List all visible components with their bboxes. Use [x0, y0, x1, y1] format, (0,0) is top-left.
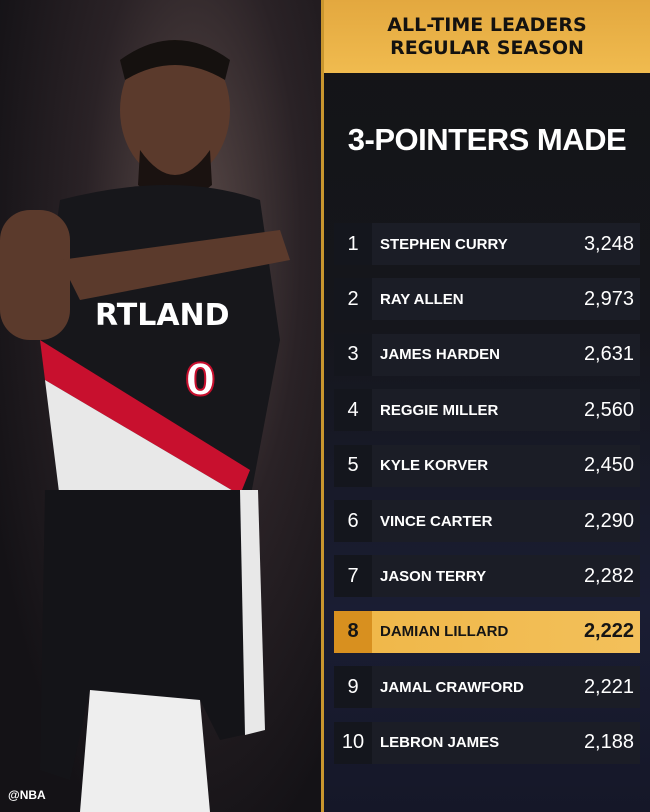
row-body: JAMES HARDEN 2,631	[372, 333, 640, 376]
leader-row: 9 JAMAL CRAWFORD 2,221	[334, 666, 640, 709]
player-photo: RTLAND 0 @NBA	[0, 0, 321, 812]
row-body: VINCE CARTER 2,290	[372, 500, 640, 542]
three-pointers-value: 2,282	[583, 564, 634, 587]
row-body: RAY ALLEN 2,973	[372, 278, 640, 321]
leaders-panel: ALL-TIME LEADERS REGULAR SEASON 3-POINTE…	[324, 0, 650, 812]
player-name: JAMES HARDEN	[380, 346, 501, 364]
leader-row: 3 JAMES HARDEN 2,631	[334, 333, 640, 376]
three-pointers-value: 2,222	[583, 620, 634, 643]
header-banner: ALL-TIME LEADERS REGULAR SEASON	[324, 0, 650, 73]
leader-row: 8 DAMIAN LILLARD 2,222	[334, 610, 640, 653]
divider	[321, 0, 324, 812]
rank: 1	[334, 223, 372, 265]
three-pointers-value: 2,450	[583, 454, 634, 477]
leader-row: 6 VINCE CARTER 2,290	[334, 500, 640, 542]
three-pointers-value: 2,290	[583, 509, 634, 532]
leader-row: 2 RAY ALLEN 2,973	[334, 278, 640, 321]
rank: 8	[334, 610, 372, 653]
nba-watermark: @NBA	[8, 788, 46, 802]
row-body: STEPHEN CURRY 3,248	[372, 223, 640, 265]
player-silhouette: RTLAND 0	[0, 40, 290, 812]
rank: 4	[334, 389, 372, 432]
three-pointers-value: 2,221	[583, 675, 634, 698]
leader-row: 4 REGGIE MILLER 2,560	[334, 389, 640, 432]
leader-row: 10 LEBRON JAMES 2,188	[334, 721, 640, 764]
three-pointers-value: 2,973	[583, 287, 634, 310]
player-name: KYLE KORVER	[380, 457, 489, 475]
row-body: DAMIAN LILLARD 2,222	[372, 610, 640, 653]
row-body: LEBRON JAMES 2,188	[372, 721, 640, 764]
player-name: JAMAL CRAWFORD	[380, 678, 524, 696]
three-pointers-value: 2,631	[583, 343, 634, 366]
player-name: DAMIAN LILLARD	[380, 623, 509, 641]
row-body: KYLE KORVER 2,450	[372, 444, 640, 487]
rank: 5	[334, 444, 372, 487]
player-name: REGGIE MILLER	[380, 401, 499, 419]
rank: 7	[334, 555, 372, 598]
row-body: REGGIE MILLER 2,560	[372, 389, 640, 432]
leader-row: 1 STEPHEN CURRY 3,248	[334, 223, 640, 265]
header-line1: ALL-TIME LEADERS	[387, 13, 587, 36]
row-body: JASON TERRY 2,282	[372, 555, 640, 598]
three-pointers-value: 3,248	[583, 232, 634, 255]
rank: 10	[334, 721, 372, 764]
jersey-number: 0	[185, 355, 216, 406]
row-body: JAMAL CRAWFORD 2,221	[372, 666, 640, 709]
rank: 9	[334, 666, 372, 709]
stat-title: 3-POINTERS MADE	[347, 122, 627, 157]
rank: 2	[334, 278, 372, 321]
player-name: JASON TERRY	[380, 567, 487, 585]
leader-row: 7 JASON TERRY 2,282	[334, 555, 640, 598]
header-line2: REGULAR SEASON	[390, 36, 584, 59]
leader-row: 5 KYLE KORVER 2,450	[334, 444, 640, 487]
player-name: LEBRON JAMES	[380, 734, 500, 752]
rank: 6	[334, 500, 372, 542]
jersey-text: RTLAND	[95, 298, 230, 333]
three-pointers-value: 2,560	[583, 398, 634, 421]
three-pointers-value: 2,188	[583, 731, 634, 754]
player-name: RAY ALLEN	[380, 290, 464, 308]
player-name: VINCE CARTER	[380, 512, 493, 530]
player-name: STEPHEN CURRY	[380, 235, 508, 253]
rank: 3	[334, 333, 372, 376]
